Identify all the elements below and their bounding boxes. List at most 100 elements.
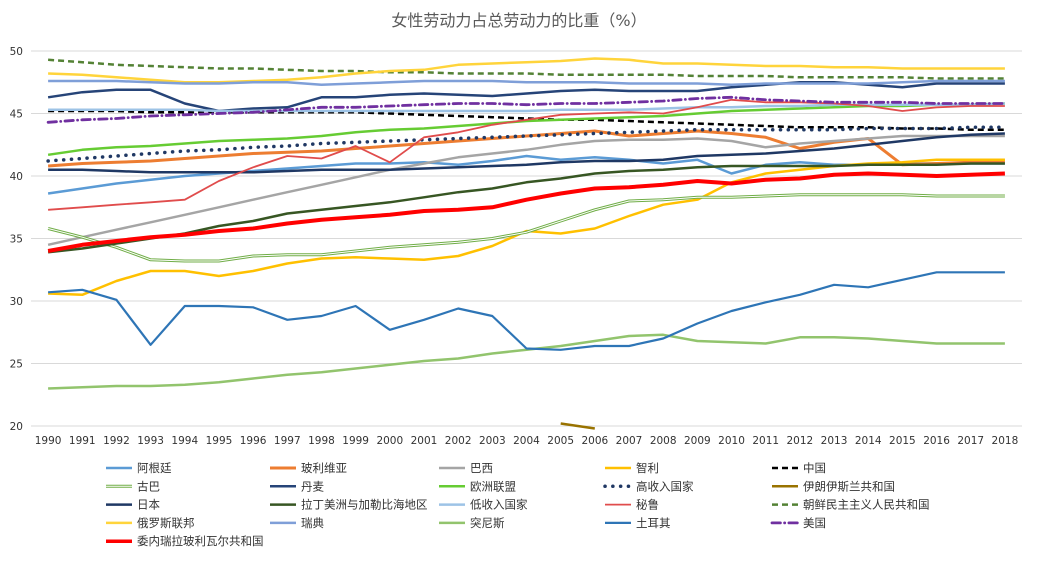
legend-item: 俄罗斯联邦	[106, 516, 195, 530]
series-line	[48, 79, 1005, 87]
legend-item: 阿根廷	[106, 461, 172, 475]
x-tick-label: 1992	[103, 435, 130, 447]
series-line	[46, 95, 1007, 124]
legend-item: 中国	[772, 461, 826, 475]
x-tick-label: 1999	[342, 435, 369, 447]
legend-label: 委内瑞拉玻利瓦尔共和国	[137, 534, 264, 548]
series-3	[48, 158, 1005, 297]
series-line	[48, 271, 1005, 351]
legend-label: 秘鲁	[636, 498, 659, 512]
series-line	[48, 132, 1005, 174]
series-1	[47, 129, 1005, 168]
y-tick-label: 25	[10, 359, 23, 371]
series-line	[47, 134, 1005, 247]
legend-label: 拉丁美洲与加勒比海地区	[301, 498, 428, 512]
legend-item: 高收入国家	[603, 479, 694, 493]
x-tick-label: 2008	[650, 435, 677, 447]
legend-item: 土耳其	[605, 516, 671, 530]
y-tick-label: 45	[10, 109, 23, 121]
series-5	[47, 193, 1005, 263]
series-13	[48, 98, 1005, 211]
series-7	[47, 102, 1005, 157]
legend-item: 丹麦	[270, 479, 324, 493]
series-17	[48, 333, 1005, 390]
legend-label: 日本	[137, 498, 160, 512]
x-tick-label: 2004	[513, 435, 540, 447]
y-tick-label: 40	[10, 171, 23, 183]
legend-item: 智利	[605, 461, 659, 475]
y-tick-label: 20	[10, 421, 23, 433]
legend-item: 伊朗伊斯兰共和国	[772, 479, 895, 493]
x-tick-label: 2010	[718, 435, 745, 447]
series-line	[48, 158, 1005, 297]
legend-label: 瑞典	[301, 516, 324, 530]
x-tick-label: 2013	[821, 435, 848, 447]
x-tick-label: 2017	[957, 435, 984, 447]
x-tick-label: 2006	[581, 435, 608, 447]
x-tick-label: 2011	[752, 435, 779, 447]
legend-item: 拉丁美洲与加勒比海地区	[270, 498, 428, 512]
x-tick-label: 1998	[308, 435, 335, 447]
legend-item: 美国	[770, 516, 826, 530]
series-line	[47, 129, 1005, 168]
y-axis: 20 25 30 35 40 45 50	[10, 46, 23, 433]
series-line	[47, 193, 1005, 263]
legend-item: 秘鲁	[605, 498, 659, 512]
series-2	[47, 134, 1005, 247]
x-tick-label: 2018	[992, 435, 1019, 447]
legend-label: 智利	[636, 461, 659, 475]
legend-label: 中国	[803, 461, 826, 475]
x-tick-label: 2014	[855, 435, 882, 447]
legend-label: 古巴	[137, 479, 160, 493]
series-line	[47, 102, 1005, 157]
x-tick-label: 1995	[206, 435, 233, 447]
legend-label: 低收入国家	[470, 498, 528, 512]
legend-item: 日本	[106, 498, 160, 512]
x-tick-label: 2000	[376, 435, 403, 447]
series-19	[46, 95, 1007, 124]
series-16	[48, 79, 1005, 87]
legend-label: 阿根廷	[137, 461, 172, 475]
series-10	[48, 132, 1005, 174]
legend-label: 欧洲联盟	[470, 479, 516, 493]
x-tick-label: 2001	[411, 435, 438, 447]
series-line	[48, 98, 1005, 211]
series-line	[48, 333, 1005, 390]
x-tick-label: 2002	[445, 435, 472, 447]
x-tick-label: 2005	[547, 435, 574, 447]
x-tick-label: 1990	[35, 435, 62, 447]
legend-label: 美国	[803, 516, 826, 530]
legend-label: 土耳其	[636, 516, 671, 530]
legend-label: 丹麦	[301, 479, 324, 493]
series-20	[47, 171, 1005, 253]
series-18	[48, 271, 1005, 351]
chart-title: 女性劳动力占总劳动力的比重（%）	[391, 11, 646, 30]
x-tick-label: 1996	[240, 435, 267, 447]
x-tick-label: 2015	[889, 435, 916, 447]
legend-item: 突尼斯	[439, 516, 505, 530]
legend-item: 欧洲联盟	[439, 479, 516, 493]
y-tick-label: 35	[10, 234, 23, 246]
series-group	[46, 57, 1007, 430]
legend-item: 低收入国家	[439, 498, 528, 512]
legend-label: 玻利维亚	[301, 461, 347, 475]
x-tick-label: 1994	[171, 435, 198, 447]
series-line-inner	[47, 194, 1005, 262]
legend-label: 巴西	[470, 461, 493, 475]
series-line	[47, 162, 1005, 254]
x-tick-label: 2007	[616, 435, 643, 447]
series-9	[560, 422, 595, 430]
legend-label: 突尼斯	[470, 516, 505, 530]
legend-item: 瑞典	[270, 516, 324, 530]
legend-item: 玻利维亚	[270, 461, 347, 475]
legend-item: 古巴	[106, 479, 160, 493]
series-line	[47, 171, 1005, 253]
legend-label: 朝鲜民主主义人民共和国	[803, 498, 930, 512]
x-tick-label: 2016	[923, 435, 950, 447]
y-tick-label: 30	[10, 296, 23, 308]
x-tick-label: 2009	[684, 435, 711, 447]
legend-label: 高收入国家	[636, 479, 694, 493]
y-tick-label: 50	[10, 46, 23, 58]
